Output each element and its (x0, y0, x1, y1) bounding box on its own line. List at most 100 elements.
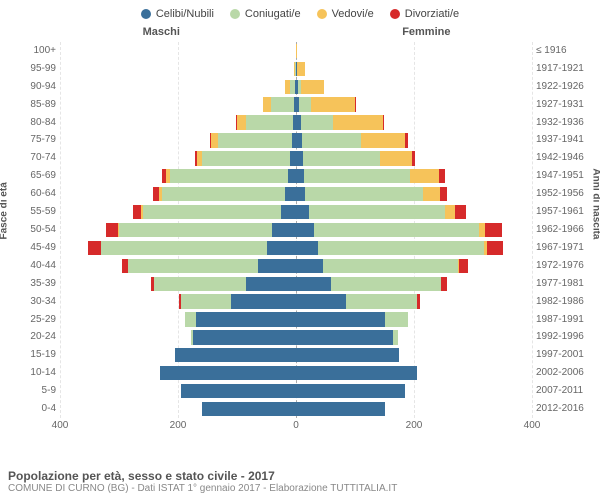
segment-widowed (263, 97, 271, 111)
segment-widowed (423, 187, 440, 201)
y-tick-age: 40-44 (6, 260, 56, 271)
segment-divorced (441, 277, 447, 291)
bar-female (296, 277, 447, 291)
chart-area: Maschi Femmine Fasce di età Anni di nasc… (0, 24, 600, 444)
pyramid-row (60, 221, 532, 239)
legend-item: Vedovi/e (317, 8, 374, 20)
segment-divorced (405, 133, 407, 147)
bar-male (153, 187, 296, 201)
bar-female (296, 80, 324, 94)
segment-widowed (237, 115, 246, 129)
chart-title: Popolazione per età, sesso e stato civil… (8, 469, 397, 483)
bar-male (151, 277, 296, 291)
segment-married (309, 205, 445, 219)
segment-single (296, 277, 331, 291)
segment-single (160, 366, 296, 380)
segment-single (181, 384, 296, 398)
y-tick-age: 95-99 (6, 63, 56, 74)
segment-single (296, 223, 314, 237)
segment-married (318, 241, 483, 255)
segment-divorced (439, 169, 445, 183)
segment-married (305, 187, 423, 201)
segment-married (346, 294, 417, 308)
segment-single (296, 348, 399, 362)
segment-single (296, 366, 417, 380)
segment-married (218, 133, 292, 147)
segment-married (304, 169, 410, 183)
y-tick-birth: ≤ 1916 (536, 45, 596, 56)
y-tick-birth: 1942-1946 (536, 152, 596, 163)
segment-married (185, 312, 196, 326)
x-axis: 4002000200400 (60, 420, 532, 434)
pyramid-row (60, 364, 532, 382)
legend-swatch (317, 9, 327, 19)
segment-single (296, 402, 385, 416)
bar-male (185, 312, 296, 326)
segment-married (385, 312, 409, 326)
y-tick-age: 60-64 (6, 188, 56, 199)
segment-single (296, 151, 303, 165)
segment-married (302, 133, 361, 147)
segment-married (162, 187, 286, 201)
legend-label: Celibi/Nubili (156, 8, 214, 20)
footer: Popolazione per età, sesso e stato civil… (8, 469, 397, 494)
segment-married (331, 277, 440, 291)
bar-female (296, 366, 417, 380)
y-tick-age: 10-14 (6, 367, 56, 378)
y-tick-birth: 1967-1971 (536, 242, 596, 253)
segment-married (119, 223, 272, 237)
bar-male (175, 348, 296, 362)
y-tick-age: 30-34 (6, 296, 56, 307)
legend-swatch (230, 9, 240, 19)
x-tick: 200 (170, 420, 187, 431)
y-tick-age: 70-74 (6, 152, 56, 163)
bar-male (88, 241, 296, 255)
segment-widowed (333, 115, 383, 129)
pyramid-row (60, 382, 532, 400)
segment-single (296, 205, 309, 219)
x-tick: 400 (52, 420, 69, 431)
bar-male (202, 402, 296, 416)
y-tick-birth: 1982-1986 (536, 296, 596, 307)
segment-single (267, 241, 297, 255)
y-tick-birth: 1962-1966 (536, 224, 596, 235)
segment-single (285, 187, 296, 201)
legend-swatch (141, 9, 151, 19)
segment-single (246, 277, 296, 291)
bar-female (296, 348, 399, 362)
bar-female (296, 330, 398, 344)
y-tick-birth: 1992-1996 (536, 331, 596, 342)
bar-male (181, 384, 296, 398)
segment-married (299, 97, 311, 111)
segment-married (170, 169, 288, 183)
y-tick-age: 5-9 (6, 385, 56, 396)
y-tick-birth: 1952-1956 (536, 188, 596, 199)
legend-swatch (390, 9, 400, 19)
segment-divorced (459, 259, 468, 273)
bar-male (122, 259, 296, 273)
y-tick-age: 65-69 (6, 170, 56, 181)
bar-female (296, 294, 420, 308)
segment-single (231, 294, 296, 308)
bar-female (296, 62, 305, 76)
segment-widowed (445, 205, 456, 219)
segment-married (202, 151, 291, 165)
y-tick-age: 50-54 (6, 224, 56, 235)
segment-divorced (487, 241, 504, 255)
y-tick-birth: 1987-1991 (536, 314, 596, 325)
bar-male (195, 151, 296, 165)
y-tick-age: 55-59 (6, 206, 56, 217)
segment-single (288, 169, 296, 183)
pyramid-row (60, 60, 532, 78)
y-tick-age: 80-84 (6, 117, 56, 128)
segment-single (258, 259, 296, 273)
y-tick-birth: 1922-1926 (536, 81, 596, 92)
y-tick-birth: 2007-2011 (536, 385, 596, 396)
x-tick: 400 (524, 420, 541, 431)
pyramid-row (60, 132, 532, 150)
segment-married (101, 241, 266, 255)
pyramid-row (60, 167, 532, 185)
bar-female (296, 97, 356, 111)
y-tick-birth: 2002-2006 (536, 367, 596, 378)
y-tick-birth: 1997-2001 (536, 349, 596, 360)
